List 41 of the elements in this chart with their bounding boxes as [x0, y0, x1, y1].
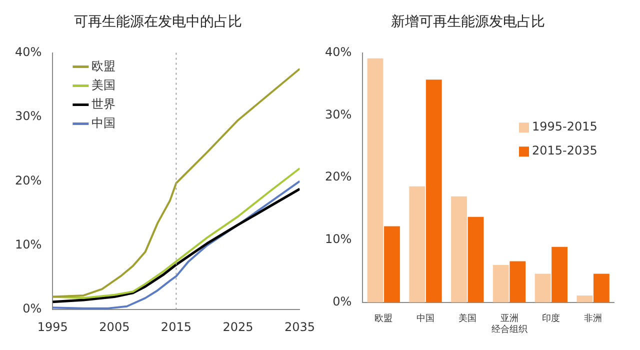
x-tick-label: 2015 — [160, 320, 192, 334]
bar — [409, 186, 426, 302]
y-tick-label: 20% — [325, 170, 352, 184]
y-tick-label: 30% — [15, 109, 42, 124]
y-tick-label: 10% — [325, 232, 352, 246]
x-tick-label: 中国 — [416, 313, 435, 324]
chart-title: 新增可再生能源发电占比 — [391, 14, 545, 30]
x-tick-label: 亚洲经合组织 — [491, 313, 528, 335]
chart-title: 可再生能源在发电中的占比 — [74, 14, 242, 30]
y-tick-label: 40% — [325, 44, 352, 59]
x-tick-label: 非洲 — [584, 313, 602, 324]
bar — [451, 196, 467, 302]
x-tick-label: 2035 — [284, 320, 316, 334]
bar — [576, 296, 593, 302]
y-tick-label: 0% — [22, 302, 42, 316]
y-tick-label: 20% — [15, 173, 42, 188]
x-tick-label: 2005 — [99, 320, 130, 334]
x-tick-label: 1995 — [37, 320, 68, 334]
legend-label: 中国 — [92, 116, 116, 130]
y-tick-label: 30% — [325, 107, 352, 122]
x-tick-label: 2025 — [222, 320, 254, 334]
bar — [534, 274, 551, 302]
legend-label: 1995-2015 — [532, 120, 598, 134]
y-tick-label: 40% — [15, 44, 42, 59]
legend-label: 世界 — [92, 96, 116, 111]
bar — [426, 80, 442, 302]
bar — [593, 274, 610, 302]
legend-label: 2015-2035 — [532, 144, 598, 158]
bar — [367, 58, 384, 302]
legend-label: 欧盟 — [92, 58, 116, 73]
x-tick-label: 印度 — [542, 313, 560, 324]
bar — [468, 216, 484, 302]
x-tick-label: 美国 — [458, 313, 476, 324]
legend-label: 美国 — [92, 78, 116, 92]
bar — [492, 264, 509, 302]
bar — [384, 226, 400, 302]
x-tick-label: 欧盟 — [374, 313, 393, 324]
bar — [552, 246, 568, 302]
y-tick-label: 0% — [332, 294, 352, 309]
bar — [510, 261, 526, 302]
y-tick-label: 10% — [15, 238, 42, 252]
